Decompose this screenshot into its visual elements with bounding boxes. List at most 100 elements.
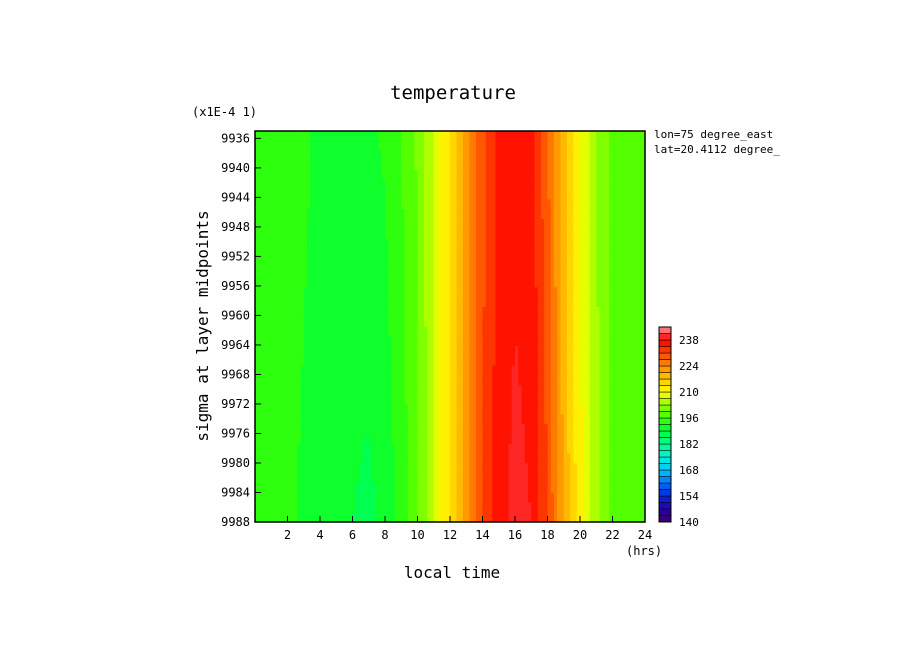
heatmap-cell bbox=[284, 238, 289, 249]
heatmap-cell bbox=[583, 179, 588, 191]
heatmap-cell bbox=[560, 424, 565, 435]
heatmap-cell bbox=[385, 258, 389, 269]
heatmap-cell bbox=[628, 218, 633, 230]
heatmap-cell bbox=[476, 306, 480, 318]
heatmap-cell bbox=[489, 424, 493, 435]
heatmap-cell bbox=[638, 443, 643, 455]
heatmap-cell bbox=[264, 258, 269, 269]
heatmap-cell bbox=[378, 346, 383, 357]
heatmap-cell bbox=[609, 482, 614, 494]
heatmap-cell bbox=[479, 434, 484, 445]
heatmap-cell bbox=[492, 385, 497, 396]
heatmap-cell bbox=[264, 267, 269, 279]
heatmap-cell bbox=[619, 346, 623, 357]
heatmap-cell bbox=[554, 189, 558, 201]
heatmap-cell bbox=[502, 189, 506, 201]
heatmap-cell bbox=[268, 277, 272, 289]
heatmap-cell bbox=[619, 463, 623, 474]
heatmap-cell bbox=[349, 228, 354, 240]
heatmap-cell bbox=[495, 238, 500, 249]
heatmap-cell bbox=[404, 209, 409, 220]
heatmap-cell bbox=[355, 365, 360, 376]
heatmap-cell bbox=[261, 238, 266, 249]
heatmap-cell bbox=[368, 209, 373, 220]
heatmap-cell bbox=[303, 199, 308, 210]
heatmap-cell bbox=[268, 267, 272, 279]
heatmap-cell bbox=[593, 434, 597, 445]
heatmap-cell bbox=[440, 473, 445, 484]
heatmap-cell bbox=[313, 150, 318, 161]
heatmap-cell bbox=[398, 267, 402, 279]
heatmap-cell bbox=[424, 306, 428, 318]
heatmap-cell bbox=[385, 189, 389, 201]
heatmap-cell bbox=[502, 414, 506, 425]
heatmap-cell bbox=[632, 179, 636, 191]
heatmap-cell bbox=[596, 140, 601, 152]
heatmap-cell bbox=[300, 150, 305, 161]
heatmap-cell bbox=[641, 238, 645, 249]
heatmap-cell bbox=[570, 414, 575, 425]
heatmap-cell bbox=[333, 131, 337, 142]
heatmap-cell bbox=[612, 424, 617, 435]
heatmap-cell bbox=[550, 150, 555, 161]
heatmap-cell bbox=[602, 228, 607, 240]
heatmap-cell bbox=[463, 316, 467, 328]
heatmap-cell bbox=[508, 277, 513, 289]
heatmap-cell bbox=[414, 160, 419, 171]
heatmap-cell bbox=[615, 150, 620, 161]
heatmap-cell bbox=[524, 414, 529, 425]
heatmap-cell bbox=[268, 306, 272, 318]
heatmap-cell bbox=[554, 179, 558, 191]
heatmap-cell bbox=[521, 355, 526, 367]
heatmap-cell bbox=[576, 277, 581, 289]
heatmap-cell bbox=[310, 512, 315, 522]
heatmap-cell bbox=[586, 492, 591, 504]
heatmap-cell bbox=[375, 150, 380, 161]
heatmap-cell bbox=[498, 306, 503, 318]
heatmap-cell bbox=[316, 306, 321, 318]
heatmap-cell bbox=[518, 473, 523, 484]
heatmap-cell bbox=[625, 160, 630, 171]
heatmap-cell bbox=[518, 336, 523, 347]
heatmap-cell bbox=[427, 473, 432, 484]
heatmap-cell bbox=[628, 297, 633, 308]
heatmap-cell bbox=[498, 258, 503, 269]
heatmap-cell bbox=[274, 218, 279, 230]
heatmap-cell bbox=[336, 443, 341, 455]
heatmap-cell bbox=[485, 453, 490, 464]
heatmap-cell bbox=[635, 277, 640, 289]
heatmap-cell bbox=[401, 131, 406, 142]
heatmap-cell bbox=[391, 160, 396, 171]
heatmap-cell bbox=[414, 443, 419, 455]
heatmap-cell bbox=[489, 179, 493, 191]
heatmap-cell bbox=[411, 160, 415, 171]
heatmap-cell bbox=[261, 150, 266, 161]
heatmap-cell bbox=[303, 150, 308, 161]
heatmap-cell bbox=[297, 267, 302, 279]
heatmap-cell bbox=[411, 199, 415, 210]
heatmap-cell bbox=[290, 394, 295, 406]
heatmap-cell bbox=[420, 277, 425, 289]
heatmap-cell bbox=[518, 258, 523, 269]
heatmap-cell bbox=[388, 160, 393, 171]
heatmap-cell bbox=[424, 512, 428, 522]
heatmap-cell bbox=[554, 326, 558, 337]
x-tick-label: 24 bbox=[638, 528, 652, 542]
heatmap-cell bbox=[268, 140, 272, 152]
heatmap-cell bbox=[359, 404, 363, 416]
heatmap-cell bbox=[485, 346, 490, 357]
heatmap-cell bbox=[274, 346, 279, 357]
heatmap-cell bbox=[606, 140, 610, 152]
heatmap-cell bbox=[641, 502, 645, 513]
heatmap-cell bbox=[359, 277, 363, 289]
heatmap-cell bbox=[349, 346, 354, 357]
heatmap-cell bbox=[622, 179, 627, 191]
heatmap-cell bbox=[443, 336, 448, 347]
heatmap-cell bbox=[453, 131, 458, 142]
heatmap-cell bbox=[495, 306, 500, 318]
heatmap-cell bbox=[368, 140, 373, 152]
heatmap-cell bbox=[567, 346, 571, 357]
heatmap-cell bbox=[609, 434, 614, 445]
heatmap-cell bbox=[453, 502, 458, 513]
heatmap-cell bbox=[271, 218, 276, 230]
